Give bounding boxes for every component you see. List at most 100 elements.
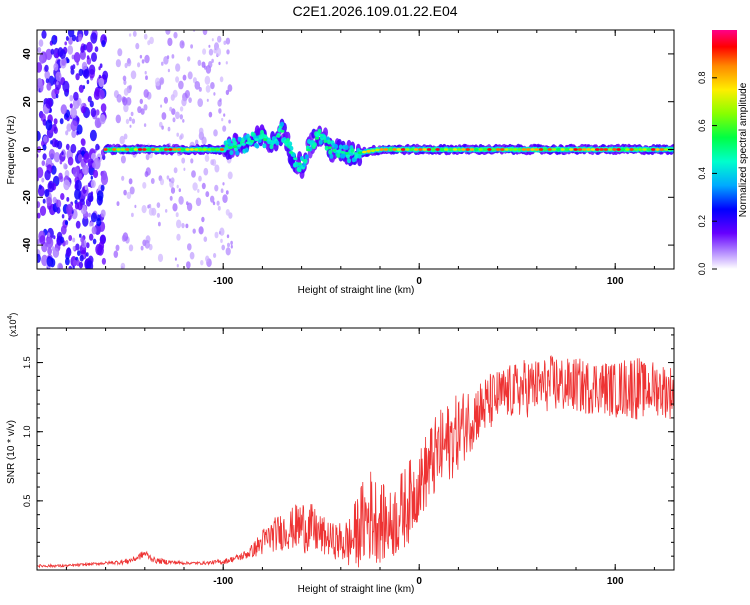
noise-speckle xyxy=(60,236,65,244)
faint-speckle xyxy=(201,182,206,190)
noise-speckle xyxy=(46,82,52,91)
faint-speckle xyxy=(132,30,137,37)
noise-speckle xyxy=(102,70,109,81)
ridge-core xyxy=(500,148,505,151)
faint-speckle xyxy=(214,231,219,239)
ridge-core xyxy=(603,148,608,151)
faint-speckle xyxy=(128,84,132,90)
noise-speckle xyxy=(44,64,49,72)
noise-speckle xyxy=(42,198,46,204)
noise-speckle xyxy=(38,78,42,83)
noise-speckle xyxy=(78,261,83,269)
ridge-core xyxy=(400,148,406,151)
spectrogram-ylabel: Frequency (Hz) xyxy=(6,116,17,185)
noise-speckle xyxy=(61,58,66,66)
ridge-core xyxy=(590,148,596,151)
faint-speckle xyxy=(210,82,215,90)
ridge-core xyxy=(409,148,414,151)
noise-speckle xyxy=(37,167,44,179)
noise-speckle xyxy=(83,152,90,164)
noise-speckle xyxy=(87,182,91,188)
ridge-core xyxy=(267,141,272,145)
noise-speckle xyxy=(68,235,73,241)
snr-xtick-label: 100 xyxy=(607,576,624,587)
noise-speckle xyxy=(70,120,78,132)
noise-speckle xyxy=(100,173,109,186)
noise-speckle xyxy=(41,160,46,167)
noise-speckle xyxy=(90,212,98,223)
faint-speckle xyxy=(140,108,145,115)
faint-speckle xyxy=(165,30,171,35)
faint-speckle xyxy=(141,59,145,64)
noise-speckle xyxy=(73,91,79,101)
ridge-body xyxy=(327,139,331,145)
ridge-core xyxy=(366,149,371,153)
faint-speckle xyxy=(144,70,147,75)
noise-speckle xyxy=(60,104,67,115)
noise-speckle xyxy=(66,58,70,64)
colorbar-label: Normalized spectral amplitude xyxy=(738,82,749,217)
colorbar-tick-label: 0.8 xyxy=(697,72,707,85)
noise-speckle xyxy=(45,97,53,109)
ridge-core xyxy=(245,141,251,145)
faint-speckle xyxy=(166,175,170,180)
ridge-core xyxy=(607,148,613,151)
noise-speckle xyxy=(75,73,80,81)
faint-speckle xyxy=(222,182,225,186)
faint-speckle xyxy=(121,234,127,242)
ridge-body xyxy=(291,152,296,158)
noise-speckle xyxy=(45,48,53,61)
noise-speckle xyxy=(79,233,82,238)
ridge-core xyxy=(375,148,380,152)
colorbar-tick-label: 0.4 xyxy=(697,167,707,180)
noise-speckle xyxy=(44,189,50,197)
ridge-core xyxy=(198,148,203,151)
ridge-core xyxy=(353,152,358,155)
ridge-body xyxy=(227,138,232,144)
noise-speckle xyxy=(63,179,70,191)
noise-speckle xyxy=(37,212,41,219)
noise-speckle xyxy=(74,202,80,210)
faint-speckle xyxy=(176,219,182,229)
faint-speckle xyxy=(140,245,144,251)
ridge-core xyxy=(280,129,285,133)
faint-speckle xyxy=(137,62,141,68)
noise-speckle xyxy=(78,36,82,42)
faint-speckle xyxy=(182,74,187,81)
noise-speckle xyxy=(80,45,85,53)
faint-speckle xyxy=(219,76,224,83)
faint-speckle xyxy=(120,155,126,164)
faint-speckle xyxy=(221,117,224,122)
ridge-core xyxy=(202,148,207,151)
noise-speckle xyxy=(50,165,57,175)
faint-speckle xyxy=(150,178,155,184)
noise-speckle xyxy=(90,180,96,188)
ridge-core xyxy=(478,148,483,151)
ridge-core xyxy=(155,148,160,151)
noise-speckle xyxy=(88,212,91,218)
colorbar-tick-label: 0.2 xyxy=(697,215,707,228)
faint-speckle xyxy=(178,188,181,193)
noise-speckle xyxy=(93,89,101,101)
noise-speckle xyxy=(79,254,84,262)
faint-speckle xyxy=(197,98,203,107)
noise-speckle xyxy=(73,52,81,63)
ridge-core xyxy=(323,140,328,143)
ridge-body xyxy=(304,154,309,160)
ridge-core xyxy=(206,148,212,151)
ridge-core xyxy=(564,148,570,151)
noise-speckle xyxy=(67,45,74,55)
noise-speckle xyxy=(50,140,53,145)
ridge-core xyxy=(426,148,432,151)
noise-speckle xyxy=(86,242,90,249)
ridge-body xyxy=(317,128,322,134)
noise-speckle xyxy=(75,179,82,191)
ridge-core xyxy=(150,148,156,151)
snr-xtick-label: 0 xyxy=(416,576,422,587)
snr-scale-suffix: ) xyxy=(8,313,18,316)
noise-speckle xyxy=(42,135,48,143)
noise-speckle xyxy=(37,201,41,208)
faint-speckle xyxy=(181,42,184,46)
noise-speckle xyxy=(95,143,100,151)
noise-speckle xyxy=(56,199,62,209)
